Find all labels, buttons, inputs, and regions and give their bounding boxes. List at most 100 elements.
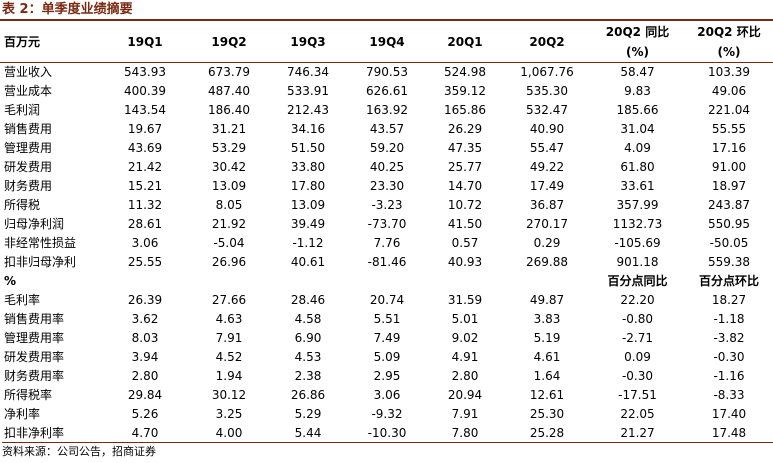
unit-header: 百万元 <box>4 35 41 49</box>
table-cell: 4.52 <box>215 350 243 364</box>
table-cell: 40.61 <box>290 255 326 269</box>
pct-section-label: % <box>4 274 17 288</box>
row-label: 所得税率 <box>4 388 53 402</box>
table-row: 管理费用率 8.03 7.91 6.90 7.49 9.02 5.19 -2.71 -3.82 <box>0 329 773 348</box>
table-row: 归母净利润 28.61 21.92 39.49 -73.70 41.50 270.17 113… <box>0 215 773 234</box>
row-label: 财务费用率 <box>4 369 65 383</box>
table-cell: 8.05 <box>215 198 243 212</box>
table-cell: 21.42 <box>127 160 163 174</box>
table-cell: 12.61 <box>529 388 565 402</box>
table-row: 净利率 5.26 3.25 5.29 -9.32 7.91 25.30 22.05 17.40 <box>0 405 773 424</box>
title-divider <box>0 19 773 21</box>
table-cell: 532.47 <box>526 103 568 117</box>
table-cell: 20.74 <box>369 293 405 307</box>
table-cell: -9.32 <box>371 407 403 421</box>
table-cell: 2.80 <box>451 369 479 383</box>
table-cell: 40.25 <box>369 160 405 174</box>
table-cell: 17.40 <box>711 407 747 421</box>
table-row: 管理费用 43.69 53.29 51.50 59.20 47.35 55.47 4.09 17… <box>0 139 773 158</box>
table-cell: -105.69 <box>614 236 661 250</box>
table-cell: 6.90 <box>294 331 322 345</box>
table-cell: 33.61 <box>620 179 655 193</box>
table-cell: 5.26 <box>131 407 159 421</box>
table-cell: -10.30 <box>367 426 407 440</box>
pct-qoq-label: 百分点环比 <box>698 274 759 288</box>
table-cell: 533.91 <box>287 84 329 98</box>
table-cell: 21.92 <box>211 217 247 231</box>
table-cell: 51.50 <box>290 141 326 155</box>
table-cell: 0.29 <box>533 236 561 250</box>
table-cell: 143.54 <box>124 103 166 117</box>
table-cell: 23.30 <box>369 179 405 193</box>
table-cell: 0.57 <box>451 236 479 250</box>
table-cell: 20.94 <box>447 388 483 402</box>
table-cell: 4.53 <box>294 350 322 364</box>
table-cell: 103.39 <box>708 65 750 79</box>
financials-body: 营业收入 543.93 673.79 746.34 790.53 524.98 1,067.… <box>0 63 773 273</box>
table-cell: 17.48 <box>711 426 747 440</box>
table-row: 营业成本 400.39 487.40 533.91 626.61 359.12 535.30… <box>0 82 773 101</box>
table-cell: 3.25 <box>215 407 243 421</box>
row-label: 归母净利润 <box>4 217 65 231</box>
table-cell: 186.40 <box>208 103 250 117</box>
table-cell: -1.18 <box>713 312 745 326</box>
table-row: 销售费用率 3.62 4.63 4.58 5.51 5.01 3.83 -0.80 -1.18 <box>0 310 773 329</box>
table-cell: 5.29 <box>294 407 322 421</box>
table-cell: 3.06 <box>373 388 401 402</box>
table-cell: 7.91 <box>451 407 479 421</box>
pct-yoy-label: 百分点同比 <box>607 274 668 288</box>
row-label: 销售费用 <box>4 122 53 136</box>
table-cell: 9.02 <box>451 331 479 345</box>
row-label: 研发费用率 <box>4 350 65 364</box>
row-label: 销售费用率 <box>4 312 65 326</box>
table-cell: 2.95 <box>373 369 401 383</box>
table-row: 非经常性损益 3.06 -5.04 -1.12 7.76 0.57 0.29 -105.69 -… <box>0 234 773 253</box>
table-cell: -50.05 <box>709 236 749 250</box>
table-cell: 3.62 <box>131 312 159 326</box>
table-cell: 7.49 <box>373 331 401 345</box>
table-cell: 359.12 <box>444 84 486 98</box>
table-cell: 59.20 <box>369 141 405 155</box>
table-cell: 2.38 <box>294 369 322 383</box>
table-title: 表 2：单季度业绩摘要 <box>2 2 133 17</box>
table-cell: 4.00 <box>215 426 243 440</box>
table-cell: 29.84 <box>127 388 163 402</box>
table-cell: 40.93 <box>447 255 483 269</box>
column-header: 20Q2 <box>529 35 565 49</box>
table-cell: -8.33 <box>713 388 745 402</box>
table-cell: 28.61 <box>127 217 163 231</box>
table-cell: 5.19 <box>533 331 561 345</box>
table-cell: 28.46 <box>290 293 326 307</box>
table-cell: 7.80 <box>451 426 479 440</box>
source-note: 资料来源：公司公告，招商证券 <box>2 442 773 463</box>
table-cell: 5.09 <box>373 350 401 364</box>
table-cell: 1.64 <box>533 369 561 383</box>
table-cell: 4.70 <box>131 426 159 440</box>
table-cell: 26.86 <box>290 388 326 402</box>
table-cell: 5.01 <box>451 312 479 326</box>
table-cell: 269.88 <box>526 255 568 269</box>
pct-section-header: % 百分点同比 百分点环比 <box>0 272 773 291</box>
table-cell: 53.29 <box>211 141 247 155</box>
column-header: 20Q1 <box>447 35 483 49</box>
table-cell: 13.09 <box>211 179 247 193</box>
table-cell: 0.09 <box>624 350 651 364</box>
table-row: 扣非归母净利 25.55 26.96 40.61 -81.46 40.93 269.88 90… <box>0 253 773 272</box>
table-cell: 4.61 <box>533 350 561 364</box>
table-row: 财务费用 15.21 13.09 17.80 23.30 14.70 17.49 33.61 1… <box>0 177 773 196</box>
row-label: 净利率 <box>4 407 41 421</box>
row-label: 毛利率 <box>4 293 41 307</box>
table-cell: 17.80 <box>290 179 326 193</box>
table-cell: 22.20 <box>620 293 655 307</box>
table-cell: 26.39 <box>127 293 163 307</box>
table-cell: 31.21 <box>211 122 247 136</box>
column-header: 19Q2 <box>211 35 247 49</box>
table-cell: 221.04 <box>708 103 750 117</box>
table-cell: 43.57 <box>369 122 405 136</box>
table-cell: 163.92 <box>366 103 408 117</box>
table-cell: -17.51 <box>618 388 657 402</box>
table-cell: 11.32 <box>127 198 163 212</box>
table-cell: 1132.73 <box>612 217 663 231</box>
table-cell: -1.16 <box>713 369 745 383</box>
table-cell: 790.53 <box>366 65 408 79</box>
